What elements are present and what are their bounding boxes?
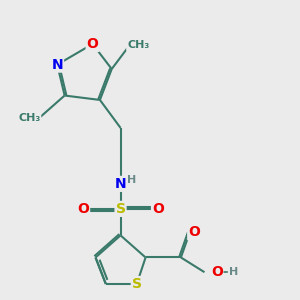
Text: H: H [229, 267, 239, 277]
Text: N: N [115, 177, 126, 191]
Text: O: O [87, 37, 98, 51]
Text: O: O [211, 265, 223, 279]
Text: N: N [51, 58, 63, 72]
Text: O: O [77, 202, 89, 216]
Text: CH₃: CH₃ [18, 112, 40, 123]
Text: S: S [116, 202, 126, 216]
Text: S: S [132, 277, 142, 291]
Text: O: O [152, 202, 164, 216]
Text: O: O [188, 225, 200, 239]
Text: H: H [127, 175, 136, 185]
Text: CH₃: CH₃ [127, 40, 149, 50]
